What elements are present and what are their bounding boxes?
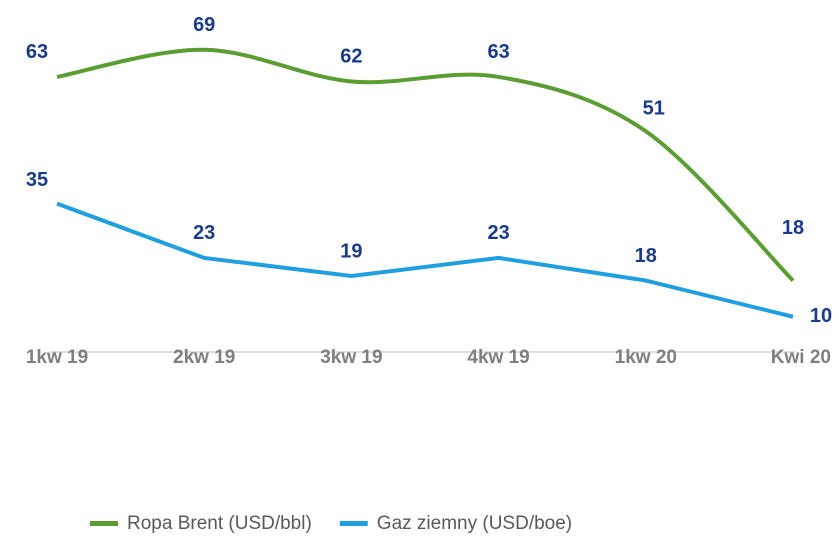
data-label: 19 xyxy=(340,240,362,262)
data-label: 35 xyxy=(26,169,48,191)
data-label: 18 xyxy=(635,245,657,267)
x-tick-label: 4kw 19 xyxy=(467,347,529,368)
line xyxy=(56,201,794,319)
legend-label: Ropa Brent (USD/bbl) xyxy=(127,513,312,534)
data-label: 63 xyxy=(487,41,509,63)
x-tick-label: Kwi 20 xyxy=(771,347,831,368)
data-label: 23 xyxy=(193,222,215,244)
x-tick-label: 3kw 19 xyxy=(320,347,382,368)
data-label: 18 xyxy=(782,217,804,239)
data-label: 62 xyxy=(340,46,362,68)
legend-swatch xyxy=(90,521,118,526)
data-label: 23 xyxy=(487,222,509,244)
data-label: 10 xyxy=(810,305,832,327)
x-tick-label: 2kw 19 xyxy=(173,347,235,368)
data-label: 69 xyxy=(193,14,215,36)
data-label: 63 xyxy=(26,41,48,63)
x-tick-label: 1kw 20 xyxy=(615,347,677,368)
data-label: 51 xyxy=(643,98,665,120)
legend-label: Gaz ziemny (USD/boe) xyxy=(377,513,572,534)
legend-swatch xyxy=(339,521,368,526)
line xyxy=(56,47,795,282)
x-tick-label: 1kw 19 xyxy=(26,347,88,368)
